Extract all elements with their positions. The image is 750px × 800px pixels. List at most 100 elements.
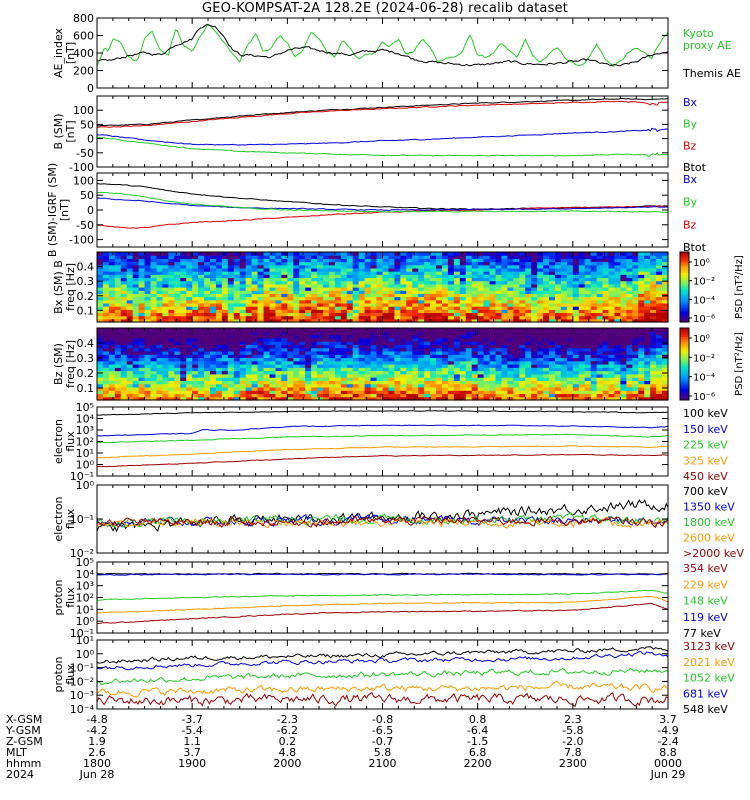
spectrogram-cell	[513, 280, 520, 285]
spectrogram-cell	[560, 344, 568, 349]
spectrogram-cell	[257, 386, 265, 391]
spectrogram-cell	[406, 373, 413, 378]
spectrogram-cell	[418, 293, 425, 298]
spectrogram-cell	[311, 283, 318, 288]
spectrogram-cell	[328, 334, 336, 339]
spectrogram-cell	[102, 290, 110, 294]
spectrogram-cell	[311, 255, 318, 259]
spectrogram-cell	[323, 264, 330, 269]
spectrogram-cell	[489, 267, 497, 272]
spectrogram-cell	[459, 261, 467, 266]
spectrogram-cell	[328, 367, 336, 372]
spectrogram-cell	[221, 328, 229, 332]
spectrogram-cell	[644, 337, 651, 342]
spectrogram-cell	[543, 386, 550, 391]
spectrogram-cell	[210, 386, 217, 391]
spectrogram-cell	[626, 306, 633, 310]
spectrogram-cell	[334, 370, 342, 375]
spectrogram-cell	[358, 309, 366, 314]
spectrogram-cell	[287, 357, 294, 362]
panel-frame	[96, 17, 669, 89]
spectrogram-cell	[299, 354, 306, 359]
spectrogram-cell	[227, 337, 235, 342]
spectrogram-cell	[233, 377, 241, 381]
colorbar-swatch	[680, 328, 689, 331]
spectrogram-cell	[120, 370, 128, 375]
spectrogram-cell	[632, 357, 639, 362]
series-line-150-kev	[96, 424, 669, 437]
spectrogram-cell	[269, 267, 277, 272]
spectrogram-cell	[620, 315, 627, 320]
spectrogram-cell	[584, 293, 592, 298]
spectrogram-cell	[638, 360, 645, 365]
spectrogram-cell	[168, 274, 175, 279]
spectrogram-cell	[424, 306, 431, 310]
spectrogram-cell	[364, 390, 372, 395]
spectrogram-cell	[97, 334, 104, 339]
spectrogram-cell	[644, 393, 651, 398]
spectrogram-cell	[293, 261, 300, 266]
spectrogram-cell	[626, 386, 633, 391]
spectrogram-cell	[174, 252, 181, 256]
spectrogram-cell	[186, 296, 193, 301]
spectrogram-cell	[513, 337, 520, 342]
spectrogram-cell	[471, 252, 479, 256]
spectrogram-cell	[578, 341, 586, 345]
spectrogram-cell	[215, 360, 223, 365]
spectrogram-cell	[263, 393, 271, 398]
spectrogram-cell	[358, 390, 366, 395]
spectrogram-cell	[424, 312, 431, 317]
spectrogram-cell	[584, 370, 592, 375]
spectrogram-cell	[447, 360, 455, 365]
spectrogram-cell	[584, 264, 592, 269]
spectrogram-cell	[132, 258, 140, 263]
spectrogram-cell	[477, 312, 485, 317]
spectrogram-cell	[311, 258, 318, 263]
spectrogram-cell	[596, 383, 604, 388]
spectrogram-cell	[132, 287, 140, 291]
spectrogram-cell	[132, 280, 140, 285]
spectrogram-cell	[227, 328, 235, 332]
spectrogram-cell	[400, 267, 407, 272]
spectrogram-cell	[126, 377, 134, 381]
spectrogram-cell	[471, 383, 479, 388]
colorbar-swatch	[680, 365, 689, 369]
spectrogram-cell	[418, 337, 425, 342]
spectrogram-cell	[596, 390, 604, 395]
spectrogram-cell	[459, 274, 467, 279]
spectrogram-cell	[483, 390, 491, 395]
spectrogram-cell	[168, 293, 175, 298]
spectrogram-cell	[311, 252, 318, 256]
spectrogram-cell	[531, 287, 538, 291]
spectrogram-cell	[305, 350, 312, 355]
legend-entry: Bz	[683, 139, 697, 152]
spectrogram-cell	[370, 302, 378, 307]
spectrogram-cell	[519, 318, 526, 323]
spectrogram-cell	[501, 318, 509, 323]
spectrogram-cell	[495, 380, 503, 385]
spectrogram-cell	[495, 350, 503, 355]
spectrogram-cell	[388, 357, 395, 362]
spectrogram-cell	[644, 318, 651, 323]
spectrogram-cell	[269, 373, 277, 378]
spectrogram-cell	[114, 258, 122, 263]
spectrogram-cell	[620, 341, 627, 345]
spectrogram-cell	[483, 328, 491, 332]
spectrogram-cell	[156, 271, 164, 275]
spectrogram-cell	[430, 264, 437, 269]
spectrogram-cell	[192, 337, 199, 342]
spectrogram-cell	[382, 267, 390, 272]
legend-entry: 700 keV	[683, 485, 728, 498]
spectrogram-cell	[174, 261, 181, 266]
spectrogram-cell	[358, 380, 366, 385]
spectrogram-cell	[215, 380, 223, 385]
spectrogram-cell	[549, 377, 556, 381]
spectrogram-cell	[382, 331, 390, 336]
spectrogram-cell	[537, 293, 544, 298]
spectrogram-cell	[602, 283, 610, 288]
spectrogram-cell	[554, 377, 562, 381]
spectrogram-cell	[650, 347, 657, 352]
spectrogram-cell	[150, 370, 158, 375]
spectrogram-cell	[126, 386, 134, 391]
spectrogram-cell	[108, 267, 116, 272]
